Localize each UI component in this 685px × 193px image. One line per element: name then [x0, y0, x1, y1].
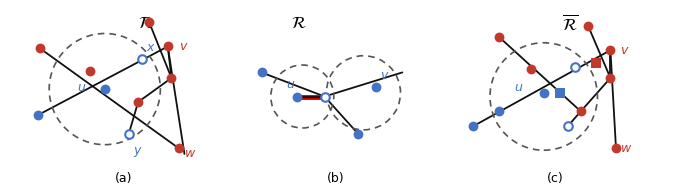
Point [575, 110, 586, 113]
Point [33, 113, 44, 117]
Point [555, 91, 566, 94]
Text: (c): (c) [547, 172, 563, 185]
Point [99, 88, 110, 91]
Point [144, 21, 155, 24]
Point [123, 132, 134, 135]
Text: $\overline{\mathcal{R}}$: $\overline{\mathcal{R}}$ [562, 15, 577, 34]
Point [319, 95, 330, 98]
Point [162, 45, 173, 48]
Point [525, 67, 536, 70]
Text: $y$: $y$ [133, 145, 142, 159]
Text: $w$: $w$ [184, 147, 197, 160]
Text: $v$: $v$ [179, 40, 188, 53]
Point [256, 71, 267, 74]
Point [570, 65, 581, 68]
Point [371, 86, 382, 89]
Text: $u$: $u$ [286, 78, 295, 91]
Point [605, 49, 616, 52]
Text: $u$: $u$ [514, 81, 523, 94]
Point [494, 36, 505, 39]
Point [136, 58, 147, 61]
Text: (a): (a) [114, 172, 132, 185]
Point [291, 95, 302, 98]
Point [605, 76, 616, 80]
Point [562, 125, 573, 128]
Point [166, 76, 177, 80]
Point [590, 62, 601, 65]
Point [468, 125, 479, 128]
Text: $w$: $w$ [620, 142, 632, 155]
Text: (b): (b) [327, 172, 345, 185]
Point [133, 101, 144, 104]
Text: $v$: $v$ [620, 44, 630, 57]
Text: $\mathcal{R}$: $\mathcal{R}$ [138, 15, 153, 32]
Point [583, 25, 594, 28]
Point [34, 47, 45, 50]
Text: $\mathcal{R}$: $\mathcal{R}$ [291, 15, 306, 32]
Text: $u$: $u$ [77, 81, 86, 94]
Point [538, 91, 549, 94]
Point [173, 147, 184, 150]
Point [84, 69, 95, 72]
Point [610, 147, 621, 150]
Point [494, 110, 505, 113]
Point [352, 132, 363, 135]
Text: $x$: $x$ [145, 41, 155, 54]
Text: $v$: $v$ [380, 69, 390, 82]
